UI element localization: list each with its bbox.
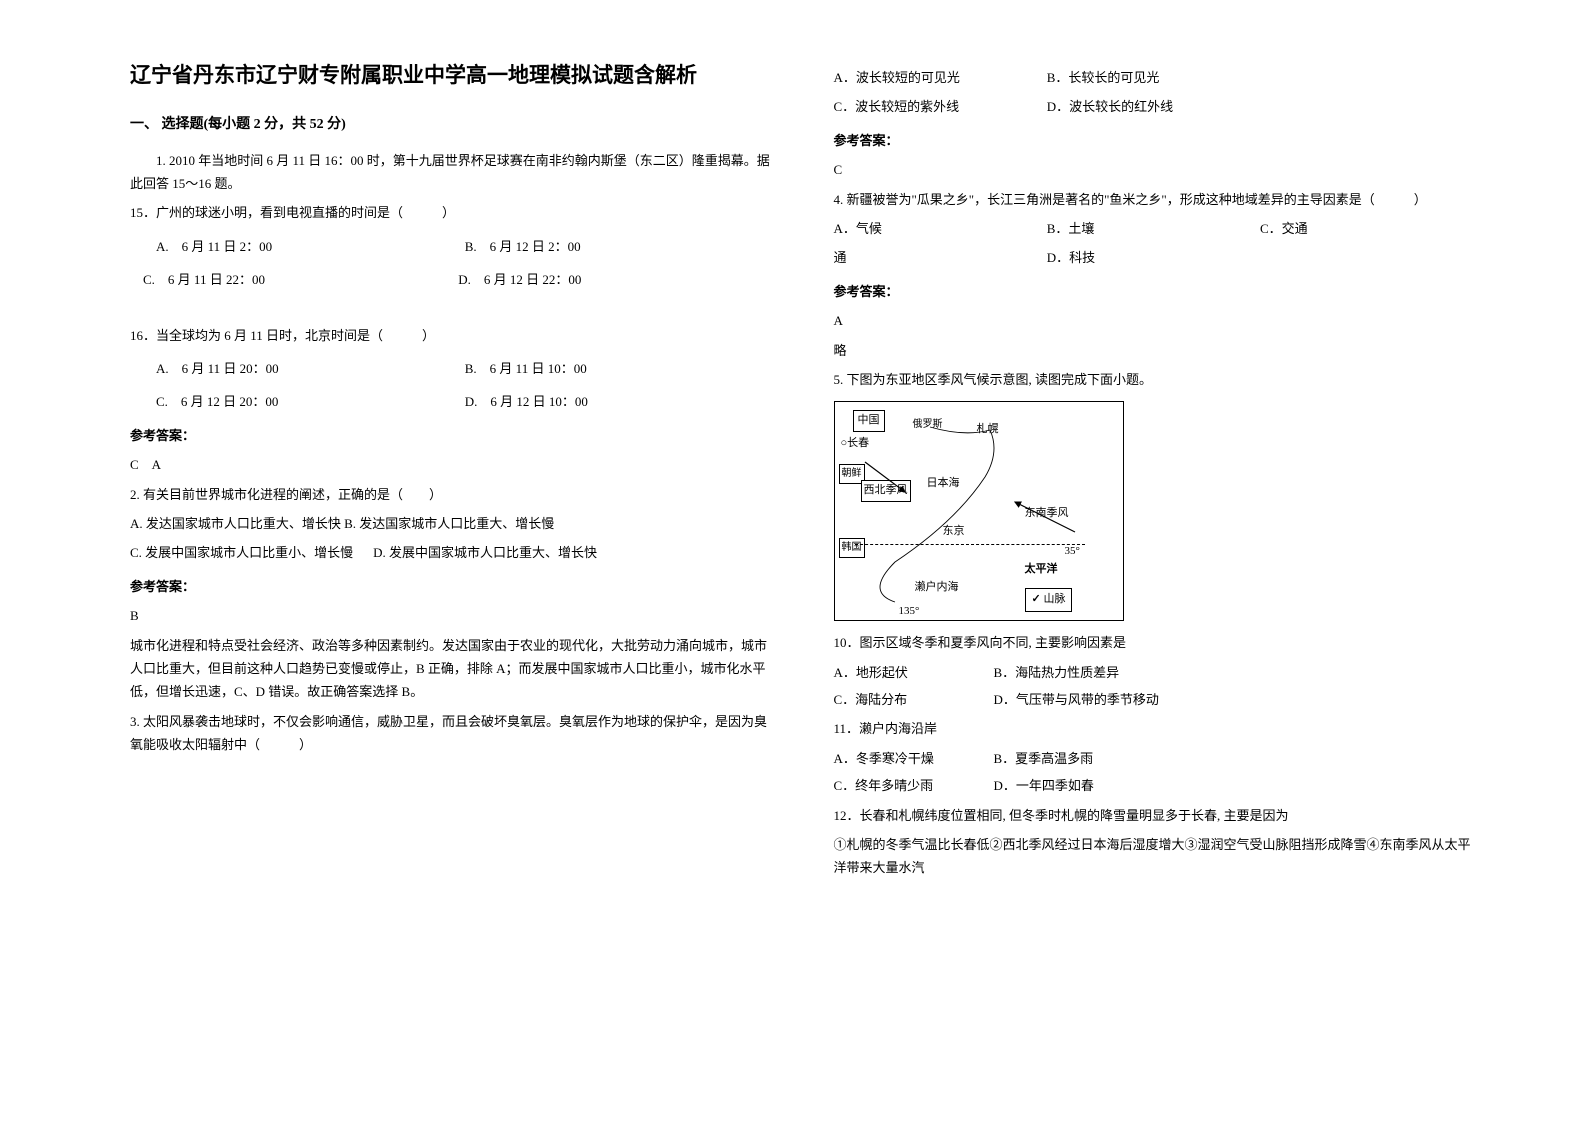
q2-opts-cd: C. 发展中国家城市人口比重小、增长慢 D. 发展中国家城市人口比重大、增长快 [130,541,774,564]
q2-opt-b: B. 发达国家城市人口比重大、增长慢 [344,516,554,531]
mountain-symbol-icon: ✓ [1032,593,1041,605]
map-label-seto: 濑户内海 [915,578,959,598]
q2-opts-ab: A. 发达国家城市人口比重大、增长快 B. 发达国家城市人口比重大、增长慢 [130,512,774,535]
q2-opt-d: D. 发展中国家城市人口比重大、增长快 [373,541,597,564]
answer-4b: 略 [834,339,1478,362]
section-heading: 一、 选择题(每小题 2 分，共 52 分) [130,112,774,137]
q1-opt-a: A. 6 月 11 日 2：00 [156,235,465,258]
map-label-se-wind: 东南季风 [1025,504,1069,524]
answer-heading-2: 参考答案： [130,575,774,598]
answer-2: B [130,604,774,627]
mountain-label: 山脉 [1043,593,1065,605]
q5-stem: 5. 下图为东亚地区季风气候示意图, 读图完成下面小题。 [834,368,1478,391]
q2-stem: 2. 有关目前世界城市化进程的阐述，正确的是（ ） [130,483,774,506]
q5-opt-c10: C．海陆分布 [834,688,994,711]
q1-opt-d2: D. 6 月 12 日 10：00 [465,390,774,413]
map-label-changchun: ○长春 [841,434,870,454]
answer-3: C [834,158,1478,181]
q4-opt-c: C．交通 [1260,217,1470,240]
q3-stem: 3. 太阳风暴袭击地球时，不仅会影响通信，威胁卫星，而且会破坏臭氧层。臭氧层作为… [130,710,774,757]
map-label-russia: 俄罗斯 [913,416,943,434]
map-diagram: 中国 俄罗斯 ○长春 札幌 朝鲜 西北季风 日本海 东南季风 东京 韩国 35°… [834,401,1124,621]
q4-opt-b: B．土壤 [1047,217,1257,240]
map-label-nw-wind: 西北季风 [861,480,911,502]
q1-stem: 1. 2010 年当地时间 6 月 11 日 16：00 时，第十九届世界杯足球… [130,149,774,196]
map-label-lon: 135° [899,602,920,622]
q1-opt-c2: C. 6 月 12 日 20：00 [156,390,465,413]
map-label-china: 中国 [853,410,885,432]
q5-opt-c11: C．终年多晴少雨 [834,774,994,797]
q5-opts12: ①札幌的冬季气温比长春低②西北季风经过日本海后湿度增大③湿润空气受山脉阻挡形成降… [834,833,1478,880]
map-label-sk: 韩国 [839,538,865,558]
q1-opt-b2: B. 6 月 11 日 10：00 [465,357,774,380]
map-label-pacific: 太平洋 [1025,560,1058,580]
q1-opt-a2: A. 6 月 11 日 20：00 [156,357,465,380]
q5-opt-b11: B．夏季高温多雨 [994,747,1154,770]
q1-opt-b: B. 6 月 12 日 2：00 [465,235,774,258]
q3-opt-a: A．波长较短的可见光 [834,66,1044,89]
answer-heading-3: 参考答案： [834,129,1478,152]
q5-opt-a10: A．地形起伏 [834,661,994,684]
q4-stem: 4. 新疆被誉为"瓜果之乡"，长江三角洲是著名的"鱼米之乡"，形成这种地域差异的… [834,188,1478,211]
answer-1: C A [130,453,774,476]
q4-opt-cx: 通 [834,246,1044,269]
q5-sub11: 11．濑户内海沿岸 [834,717,1478,740]
q3-opt-b: B．长较长的可见光 [1047,66,1257,89]
q3-opt-c: C．波长较短的紫外线 [834,95,1044,118]
q2-opt-c: C. 发展中国家城市人口比重小、增长慢 [130,541,353,564]
map-legend-mountain: ✓ 山脉 [1025,588,1073,612]
q1-sub15: 15．广州的球迷小明，看到电视直播的时间是（ ） [130,201,774,224]
q5-opt-d11: D．一年四季如春 [994,774,1154,797]
q4-opt-d: D．科技 [1047,246,1257,269]
explanation-2: 城市化进程和特点受社会经济、政治等多种因素制约。发达国家由于农业的现代化，大批劳… [130,634,774,704]
q2-opt-a: A. 发达国家城市人口比重大、增长快 [130,516,341,531]
page-title: 辽宁省丹东市辽宁财专附属职业中学高一地理模拟试题含解析 [130,60,774,92]
map-label-sapporo: 札幌 [977,420,999,440]
q5-opt-b10: B．海陆热力性质差异 [994,661,1154,684]
map-label-japan-sea: 日本海 [927,474,960,494]
q1-opt-d: D. 6 月 12 日 22：00 [458,268,773,291]
q5-sub10: 10．图示区域冬季和夏季风向不同, 主要影响因素是 [834,631,1478,654]
q3-opt-d: D．波长较长的红外线 [1047,95,1257,118]
q5-opt-a11: A．冬季寒冷干燥 [834,747,994,770]
q4-opt-a: A．气候 [834,217,1044,240]
q1-sub16: 16．当全球均为 6 月 11 日时，北京时间是（ ） [130,324,774,347]
q5-sub12: 12．长春和札幌纬度位置相同, 但冬季时札幌的降雪量明显多于长春, 主要是因为 [834,804,1478,827]
q1-opt-c: C. 6 月 11 日 22：00 [143,268,458,291]
q5-opt-d10: D．气压带与风带的季节移动 [994,688,1159,711]
answer-heading-1: 参考答案： [130,424,774,447]
answer-heading-4: 参考答案： [834,280,1478,303]
map-label-tokyo: 东京 [943,522,965,542]
answer-4: A [834,309,1478,332]
